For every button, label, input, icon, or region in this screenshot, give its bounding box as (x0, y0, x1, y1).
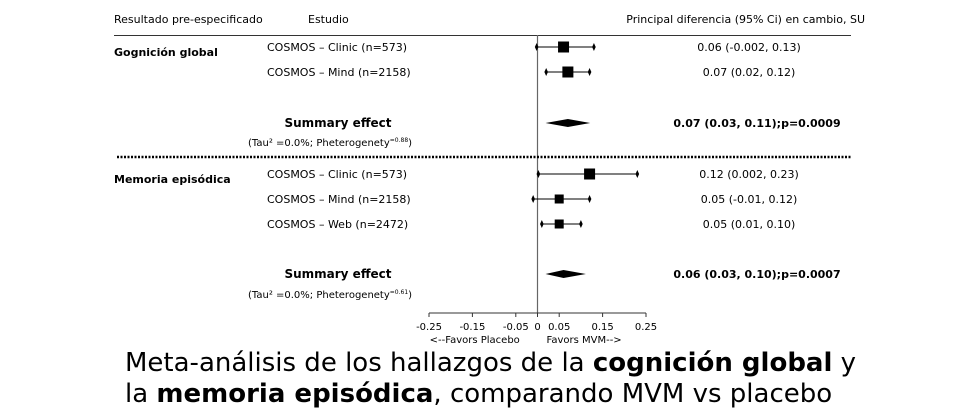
ci-end-marker (579, 220, 583, 228)
summary-diamond (545, 270, 586, 278)
point-estimate (562, 66, 574, 78)
study-label: COSMOS – Clinic (n=573) (267, 168, 407, 181)
study-label: COSMOS – Clinic (n=573) (267, 41, 407, 54)
x-label-favors-placebo: <--Favors Placebo (430, 335, 520, 346)
effect-value: 0.05 (0.01, 0.10) (703, 218, 796, 231)
x-tick-label: 0.15 (591, 322, 613, 333)
caption-text: , comparando MVM vs placebo (433, 379, 833, 409)
x-tick-label: -0.05 (503, 322, 529, 333)
study-label: COSMOS – Web (n=2472) (267, 218, 408, 231)
study-label: COSMOS – Mind (n=2158) (267, 193, 411, 206)
group-label: Gognición global (114, 46, 218, 59)
forest-plot: Resultado pre-especificado Estudio Princip… (114, 13, 865, 346)
ci-end-marker (534, 43, 539, 51)
summary-label: Summary effect (284, 116, 391, 130)
ci-end-marker (587, 68, 592, 76)
caption-line-2: la memoria episódica, comparando MVM vs … (125, 379, 832, 409)
summary-value: 0.06 (0.03, 0.10);p=0.0007 (673, 268, 840, 281)
x-tick-label: 0 (534, 322, 540, 333)
heterogeneity-note: (Tau² =0.0%; Pheterogenety=0.88) (248, 137, 412, 149)
effect-value: 0.05 (-0.01, 0.12) (701, 193, 798, 206)
point-estimate (554, 194, 564, 204)
caption-text: la (125, 379, 157, 409)
ci-end-marker (544, 68, 548, 76)
caption-bold: cognición global (592, 348, 833, 378)
point-estimate (558, 41, 570, 53)
group-label: Memoria episódica (114, 173, 231, 186)
caption-text: y (832, 348, 857, 378)
summary-label: Summary effect (284, 267, 391, 281)
heterogeneity-note: (Tau² =0.0%; Pheterogenety=0.61) (248, 289, 412, 301)
header-study: Estudio (308, 13, 349, 26)
study-label: COSMOS – Mind (n=2158) (267, 66, 411, 79)
x-tick-label: -0.25 (416, 322, 442, 333)
x-tick-label: -0.15 (459, 322, 485, 333)
effect-value: 0.12 (0.002, 0.23) (699, 168, 799, 181)
caption-bold: memoria episódica (156, 379, 434, 409)
header-outcome: Resultado pre-especificado (114, 13, 263, 26)
ci-end-marker (536, 170, 541, 178)
header-effect: Principal diferencia (95% Ci) en cambio,… (626, 13, 865, 26)
point-estimate (584, 168, 596, 180)
ci-end-marker (540, 220, 544, 228)
ci-end-marker (592, 43, 596, 51)
x-tick-label: 0.25 (635, 322, 657, 333)
ci-end-marker (531, 195, 535, 203)
summary-diamond (545, 119, 591, 127)
caption-text: Meta-análisis de los hallazgos de la (125, 348, 593, 378)
summary-value: 0.07 (0.03, 0.11);p=0.0009 (673, 117, 840, 130)
effect-value: 0.06 (-0.002, 0.13) (697, 41, 801, 54)
effect-value: 0.07 (0.02, 0.12) (703, 66, 796, 79)
point-estimate (554, 219, 564, 229)
caption-line-1: Meta-análisis de los hallazgos de la cog… (125, 348, 856, 378)
x-label-favors-mvm: Favors MVM--> (547, 335, 622, 346)
ci-end-marker (635, 170, 640, 178)
ci-end-marker (587, 195, 592, 203)
x-tick-label: 0.05 (548, 322, 570, 333)
